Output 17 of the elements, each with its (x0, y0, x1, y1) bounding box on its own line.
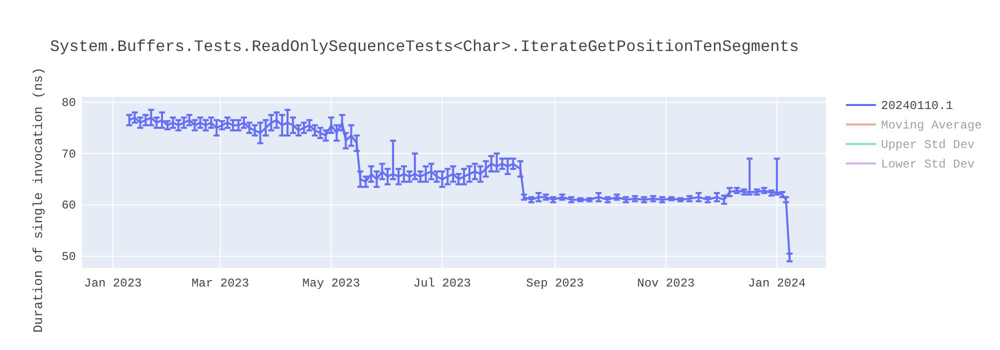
legend-label: Upper Std Dev (881, 138, 975, 152)
x-tick-label: Mar 2023 (191, 276, 250, 291)
y-tick-label: 60 (62, 198, 76, 213)
x-tick-label: Sep 2023 (526, 276, 584, 291)
legend-label: Moving Average (881, 118, 982, 132)
legend-label: 20240110.1 (881, 99, 954, 113)
y-tick-label: 50 (62, 250, 76, 264)
x-tick-label: Jan 2024 (748, 276, 806, 291)
y-tick-label: 70 (62, 147, 76, 162)
x-tick-label: Nov 2023 (637, 276, 695, 291)
x-tick-label: Jul 2023 (413, 276, 471, 291)
x-tick-label: May 2023 (302, 276, 360, 291)
chart-title: System.Buffers.Tests.ReadOnlySequenceTests<Char>.IterateGetPositionTenSegments (50, 38, 799, 56)
y-axis-title: Duration of single invocation (ns) (31, 67, 46, 333)
legend-label: Lower Std Dev (881, 158, 975, 172)
x-tick-label: Jan 2023 (84, 276, 142, 291)
y-tick-label: 80 (62, 96, 76, 110)
